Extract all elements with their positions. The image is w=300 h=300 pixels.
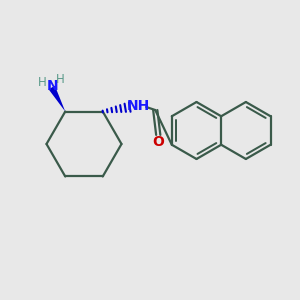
Text: N: N: [46, 79, 58, 93]
Text: NH: NH: [127, 98, 150, 112]
Text: H: H: [56, 73, 65, 86]
Polygon shape: [49, 86, 65, 112]
Text: O: O: [152, 134, 164, 148]
Text: H: H: [38, 76, 47, 89]
